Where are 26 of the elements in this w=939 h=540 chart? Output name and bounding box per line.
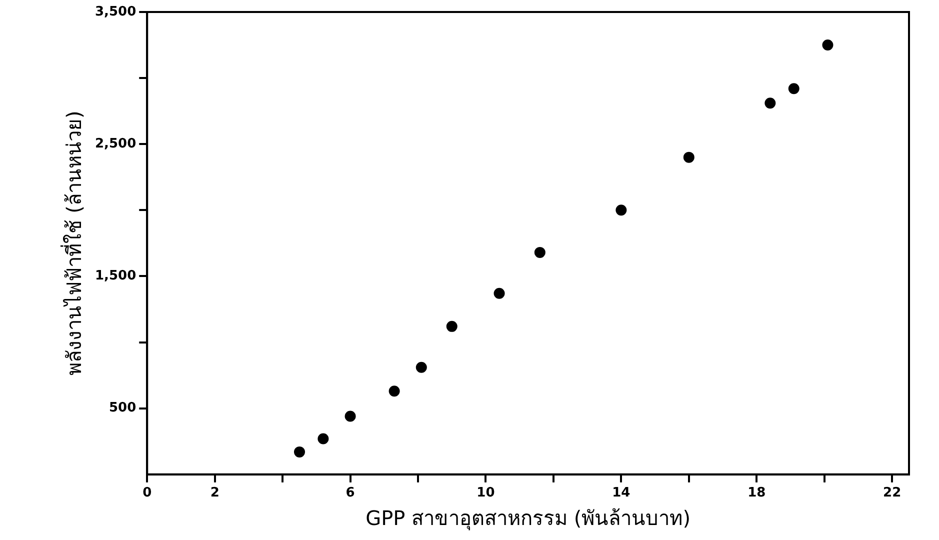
x-tick-label: 6 (346, 486, 355, 501)
x-tick-label: 22 (883, 486, 902, 501)
point (764, 98, 776, 109)
x-tick-label: 14 (612, 486, 630, 501)
y-tick-label: 500 (108, 400, 136, 416)
point (534, 246, 546, 258)
point (388, 386, 400, 397)
x-tick-label: 2 (210, 486, 220, 501)
point (494, 288, 505, 299)
point (446, 320, 458, 332)
point (683, 152, 694, 163)
point (416, 362, 427, 373)
x-tick-label: 10 (476, 486, 495, 501)
y-axis-title: พลังงานไฟฟ้าที่ใช้ (ล้านหน่วย) (60, 110, 86, 376)
point (318, 433, 329, 444)
point (344, 410, 356, 422)
y-tick-label: 1,500 (94, 268, 136, 284)
point (788, 83, 800, 94)
x-tick-label: 18 (748, 486, 766, 501)
x-axis-title: GPP สาขาอุตสาหกรรม (พันล้านบาท) (366, 506, 691, 532)
y-tick-label: 2,500 (94, 136, 136, 152)
x-tick-label: 0 (142, 486, 152, 501)
point (294, 446, 305, 458)
y-tick-label: 3,500 (94, 4, 136, 20)
point (616, 204, 627, 216)
point (822, 40, 834, 51)
